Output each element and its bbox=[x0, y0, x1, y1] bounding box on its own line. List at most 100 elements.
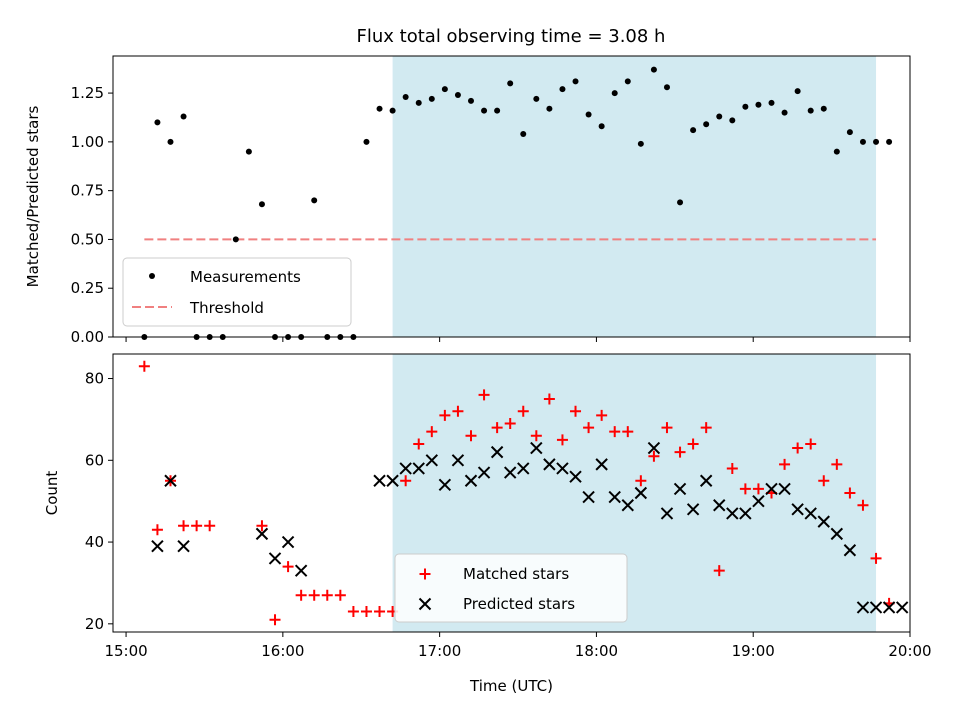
predicted-star-point bbox=[399, 462, 412, 475]
measurement-point bbox=[781, 109, 788, 116]
bottom-legend-box bbox=[394, 553, 628, 623]
measurement-point bbox=[716, 113, 723, 120]
measurement-point bbox=[559, 86, 566, 93]
measurement-point bbox=[873, 138, 880, 145]
matched-star-point bbox=[452, 405, 464, 417]
matched-star-point bbox=[831, 458, 843, 470]
matched-star-point bbox=[491, 422, 503, 434]
matched-star-point bbox=[609, 426, 621, 438]
measurement-point bbox=[154, 119, 161, 126]
predicted-star-point bbox=[726, 507, 739, 520]
legend-matched-label: Matched stars bbox=[463, 565, 569, 583]
matched-star-point bbox=[583, 422, 595, 434]
x-tick-label: 20:00 bbox=[888, 642, 931, 660]
matched-star-point bbox=[504, 418, 516, 429]
top-axes-frame bbox=[112, 55, 911, 338]
matched-star-point bbox=[844, 487, 856, 499]
matched-star-point bbox=[726, 462, 738, 474]
measurement-point bbox=[624, 78, 631, 85]
measurement-point bbox=[611, 90, 618, 97]
predicted-star-point bbox=[438, 478, 452, 492]
matched-star-point bbox=[321, 589, 333, 601]
predicted-star-point bbox=[255, 527, 269, 541]
measurement-point bbox=[507, 80, 514, 87]
measurement-point bbox=[572, 78, 579, 85]
predicted-star-point bbox=[464, 474, 478, 487]
legend-predicted-marker bbox=[418, 597, 432, 611]
measurement-point bbox=[533, 95, 540, 102]
matched-star-point bbox=[857, 499, 869, 511]
matched-star-point bbox=[530, 430, 542, 442]
predicted-star-point bbox=[373, 474, 386, 487]
predicted-star-point bbox=[164, 474, 177, 487]
measurement-point bbox=[794, 88, 801, 95]
predicted-star-point bbox=[830, 527, 844, 541]
predicted-star-point bbox=[621, 499, 634, 512]
measurement-point bbox=[311, 197, 318, 204]
y-tick-label: 0.75 bbox=[71, 182, 104, 200]
predicted-star-point bbox=[791, 503, 804, 516]
matched-star-point bbox=[543, 393, 555, 405]
y-tick-label: 40 bbox=[85, 533, 104, 551]
measurement-point bbox=[677, 199, 684, 206]
y-axis-label: Count bbox=[43, 471, 61, 516]
predicted-star-point bbox=[608, 490, 621, 504]
predicted-star-point bbox=[281, 535, 295, 549]
x-tick-label: 17:00 bbox=[418, 642, 461, 660]
predicted-star-point bbox=[869, 601, 883, 614]
predicted-star-point bbox=[412, 462, 425, 475]
measurement-point bbox=[755, 101, 762, 108]
y-tick-label: 20 bbox=[85, 615, 104, 633]
y-tick-label: 60 bbox=[85, 451, 104, 469]
predicted-star-point bbox=[843, 544, 857, 557]
top-legend: Measurements Threshold bbox=[122, 257, 352, 327]
measurement-point bbox=[729, 117, 736, 124]
measurement-point bbox=[598, 123, 605, 130]
predicted-star-point bbox=[686, 503, 700, 516]
matched-star-point bbox=[347, 606, 359, 618]
bottom-axes-frame bbox=[112, 353, 911, 633]
measurement-point bbox=[742, 103, 749, 110]
predicted-star-point bbox=[425, 454, 439, 467]
measurement-point bbox=[428, 95, 435, 102]
top-legend-box bbox=[122, 257, 352, 327]
matched-star-point bbox=[413, 438, 425, 450]
measurement-point bbox=[546, 105, 553, 112]
predicted-star-point bbox=[268, 552, 282, 565]
matched-star-point bbox=[400, 475, 412, 487]
matched-star-point bbox=[308, 589, 320, 601]
matched-star-point bbox=[517, 405, 529, 417]
measurement-point bbox=[650, 66, 657, 73]
y-tick-label: 0.50 bbox=[71, 230, 104, 248]
predicted-star-point bbox=[647, 441, 661, 455]
matched-star-point bbox=[713, 565, 725, 577]
matched-star-point bbox=[752, 483, 764, 495]
predicted-star-point bbox=[451, 454, 465, 467]
matched-star-point bbox=[426, 426, 438, 438]
predicted-star-point bbox=[517, 462, 530, 475]
legend-measurements-marker bbox=[149, 273, 155, 279]
predicted-star-point bbox=[765, 482, 778, 496]
predicted-star-point bbox=[530, 441, 543, 455]
matched-star-point bbox=[648, 450, 660, 462]
bottom-panel: 20 40 60 80 15:00 16:00 17:00 18:00 19:00 20:00 Co… bbox=[43, 353, 932, 695]
measurement-point bbox=[180, 113, 187, 120]
predicted-star-point bbox=[804, 507, 817, 520]
matched-star-point bbox=[204, 520, 216, 532]
matched-star-point bbox=[465, 430, 477, 442]
measurement-point bbox=[467, 97, 474, 104]
predicted-star-point bbox=[713, 499, 726, 512]
matched-star-point bbox=[596, 409, 608, 421]
measurement-point bbox=[703, 121, 710, 128]
predicted-star-point bbox=[595, 458, 608, 471]
predicted-star-point bbox=[543, 458, 556, 471]
matched-star-point bbox=[818, 475, 830, 487]
predicted-star-point bbox=[778, 482, 791, 496]
legend-predicted-label: Predicted stars bbox=[463, 595, 575, 613]
legend-measurements-label: Measurements bbox=[190, 268, 301, 286]
y-tick-label: 1.00 bbox=[71, 133, 104, 151]
measurement-point bbox=[481, 107, 488, 114]
x-tick-label: 16:00 bbox=[261, 642, 304, 660]
matched-star-point bbox=[191, 520, 203, 532]
predicted-star-point bbox=[634, 486, 648, 500]
